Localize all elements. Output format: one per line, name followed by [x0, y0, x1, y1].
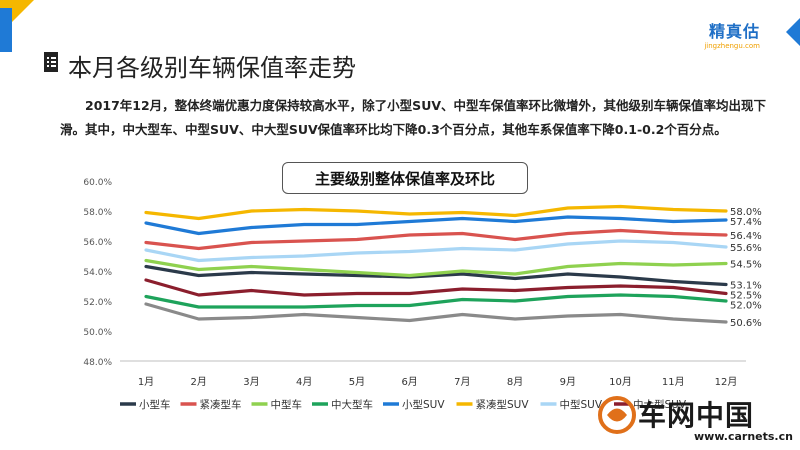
y-tick-label: 48.0% [83, 358, 112, 368]
x-tick-label: 5月 [349, 376, 365, 388]
x-tick-label: 2月 [191, 376, 207, 388]
series-line-4 [144, 293, 728, 309]
legend-label: 中型SUV [560, 398, 603, 411]
legend-label: 中型车 [271, 398, 303, 411]
y-tick-label: 56.0% [83, 238, 112, 248]
legend-label: 小型SUV [402, 398, 445, 411]
watermark-url: www.carnets.cn [694, 430, 793, 443]
series-line-1 [144, 264, 728, 287]
data-label-end: 55.6% [730, 243, 762, 254]
data-label-end: 50.6% [730, 318, 762, 329]
data-label-end: 54.5% [730, 260, 762, 271]
watermark-text: 车网中国 [638, 399, 755, 432]
data-label-end: 52.0% [730, 301, 762, 312]
x-tick-label: 7月 [454, 376, 470, 388]
legend-label: 小型车 [139, 398, 171, 411]
series-line-7 [144, 239, 728, 263]
series-line-5 [144, 215, 728, 236]
list-icon [44, 52, 58, 72]
legend-label: 紧凑型SUV [476, 398, 530, 411]
x-tick-label: 8月 [507, 376, 523, 388]
x-tick-label: 4月 [296, 376, 312, 388]
x-tick-label: 12月 [715, 376, 738, 388]
y-tick-label: 50.0% [83, 328, 112, 338]
brand-domain: jingzhengu.com [704, 42, 760, 50]
y-tick-label: 60.0% [83, 178, 112, 188]
legend-label: 紧凑型车 [200, 398, 242, 411]
data-label-end: 53.1% [730, 281, 762, 292]
chart-title: 主要级别整体保值率及环比 [282, 162, 528, 194]
watermark: 车网中国 www.carnets.cn [598, 392, 798, 446]
series-line-8 [144, 278, 728, 297]
series-line-6 [144, 204, 728, 221]
watermark-logo-icon [598, 396, 636, 434]
series-line-3 [144, 258, 728, 278]
x-tick-label: 3月 [243, 376, 259, 388]
y-tick-label: 58.0% [83, 208, 112, 218]
brand-logo: 精真估 jingzhengu.com [704, 18, 760, 50]
series-line-9 [144, 302, 728, 324]
x-tick-label: 6月 [401, 376, 417, 388]
data-label-end: 58.0% [730, 207, 762, 218]
y-tick-label: 52.0% [83, 298, 112, 308]
corner-decoration-right [786, 18, 800, 46]
x-tick-label: 11月 [662, 376, 685, 388]
x-tick-label: 1月 [138, 376, 154, 388]
data-label-end: 56.4% [730, 231, 762, 242]
summary-paragraph: 2017年12月，整体终端优惠力度保持较高水平，除了小型SUV、中型车保值率环比… [60, 98, 767, 137]
x-tick-label: 10月 [609, 376, 632, 388]
y-tick-label: 54.0% [83, 268, 112, 278]
data-label-end: 57.4% [730, 217, 762, 228]
page-title: 本月各级别车辆保值率走势 [68, 54, 356, 82]
x-tick-label: 9月 [560, 376, 576, 388]
data-label-end: 52.5% [730, 291, 762, 302]
series-line-2 [144, 228, 728, 251]
legend-label: 中大型车 [331, 398, 373, 411]
brand-name: 精真估 [708, 22, 760, 41]
corner-decoration-blue [0, 8, 12, 52]
legend-label: 中大型SUV [633, 398, 687, 411]
